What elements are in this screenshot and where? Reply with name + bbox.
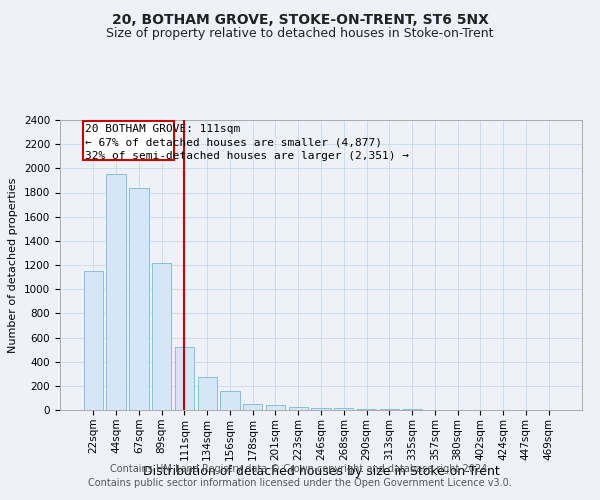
Bar [129,188,149,410]
Bar [220,392,239,410]
Bar [197,378,217,410]
Text: 20 BOTHAM GROVE: 111sqm
← 67% of detached houses are smaller (4,877)
32% of semi: 20 BOTHAM GROVE: 111sqm ← 67% of detache… [85,124,409,160]
Bar [266,405,285,410]
Text: 20, BOTHAM GROVE, STOKE-ON-TRENT, ST6 5NX: 20, BOTHAM GROVE, STOKE-ON-TRENT, ST6 5N… [112,12,488,26]
Bar [380,409,399,410]
X-axis label: Distribution of detached houses by size in Stoke-on-Trent: Distribution of detached houses by size … [143,466,499,478]
Bar [334,408,353,410]
Bar [311,408,331,410]
Bar [84,271,103,410]
Bar [152,262,172,410]
Text: Size of property relative to detached houses in Stoke-on-Trent: Size of property relative to detached ho… [106,28,494,40]
Bar [106,174,126,410]
Bar [83,120,174,160]
Text: Contains HM Land Registry data © Crown copyright and database right 2024.
Contai: Contains HM Land Registry data © Crown c… [88,464,512,487]
Bar [357,409,376,410]
Bar [289,407,308,410]
Y-axis label: Number of detached properties: Number of detached properties [8,178,19,352]
Bar [175,347,194,410]
Bar [243,404,262,410]
